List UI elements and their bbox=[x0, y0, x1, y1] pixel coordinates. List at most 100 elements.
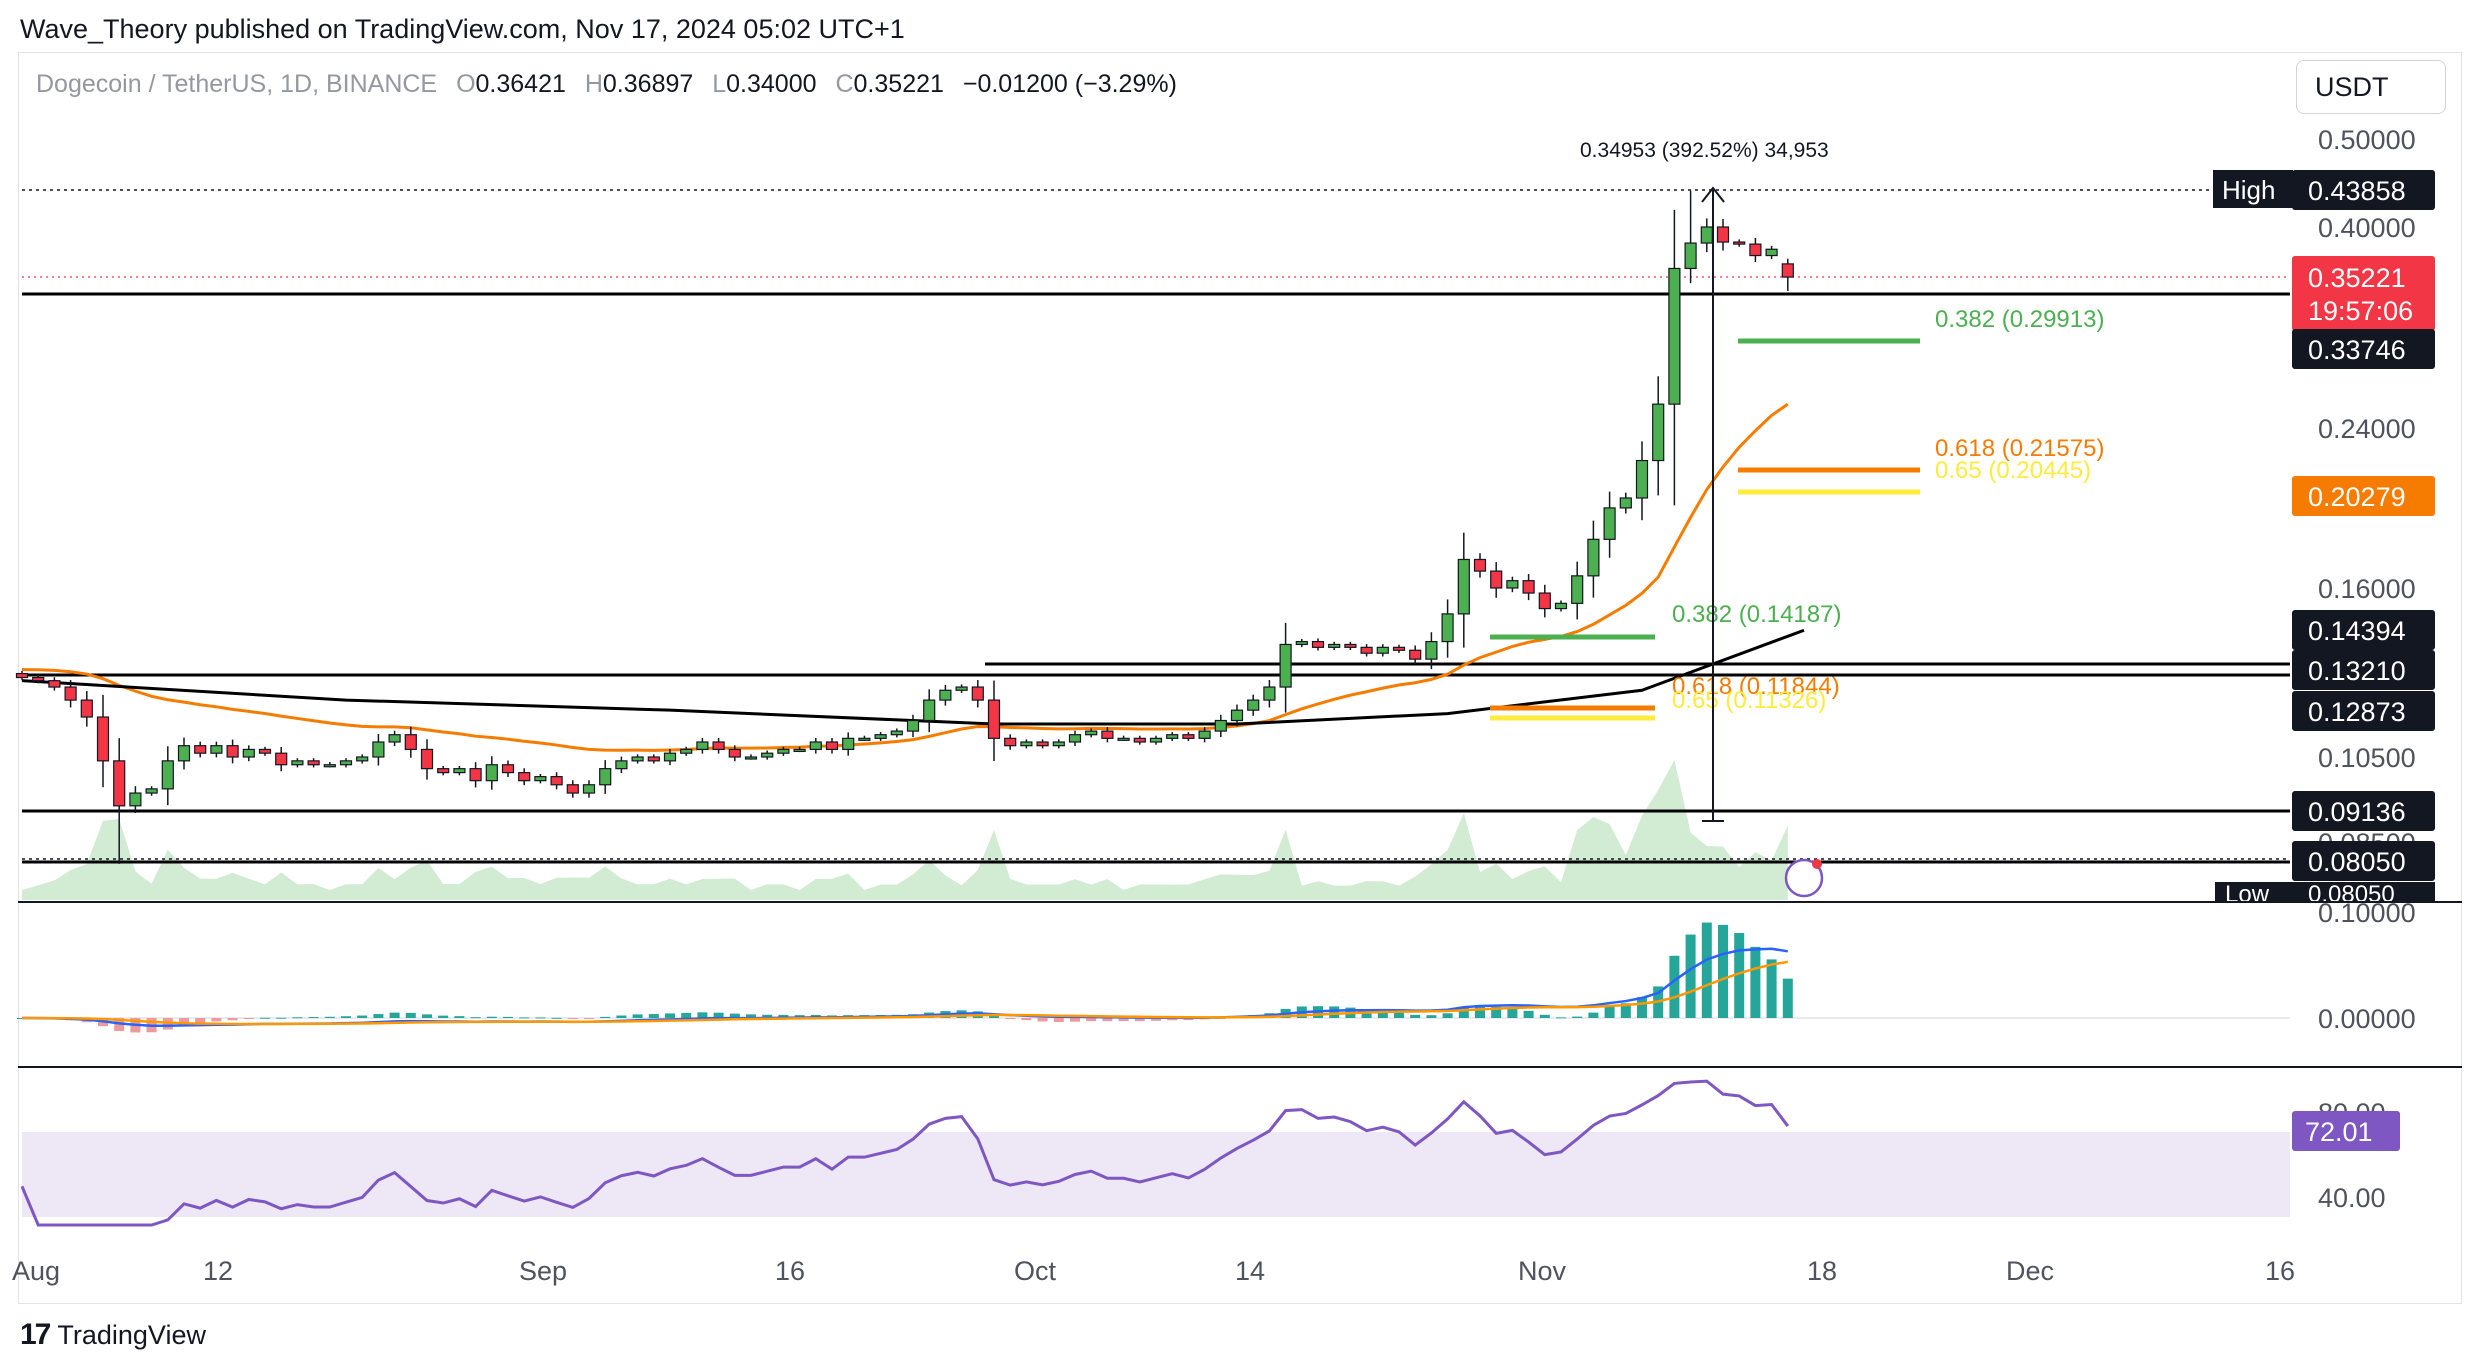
time-tick: 16 bbox=[775, 1256, 805, 1286]
macd-histogram-bar bbox=[1669, 955, 1680, 1018]
candle-body bbox=[113, 760, 126, 807]
candle-body bbox=[615, 760, 628, 770]
candle-body bbox=[534, 776, 547, 782]
candle-body bbox=[1214, 719, 1227, 732]
candle-body bbox=[1166, 734, 1179, 739]
candle-body bbox=[307, 760, 320, 766]
candle-body bbox=[323, 764, 336, 768]
time-tick: Sep bbox=[519, 1256, 567, 1286]
current-price-tag: 0.35221 bbox=[2308, 263, 2406, 293]
candle-body bbox=[1587, 538, 1600, 577]
candle-body bbox=[96, 716, 110, 762]
high-tag-label: High bbox=[2222, 175, 2275, 205]
candle-body bbox=[177, 745, 191, 762]
candle-body bbox=[1295, 640, 1308, 646]
macd-histogram-bar bbox=[195, 1018, 206, 1024]
candle-body bbox=[825, 741, 839, 751]
candle-body bbox=[1409, 649, 1422, 660]
rsi-line bbox=[20, 1079, 1789, 1227]
macd-histogram-bar bbox=[1718, 924, 1728, 1018]
macd-histogram-bar bbox=[632, 1014, 643, 1018]
macd-histogram-bar bbox=[470, 1017, 481, 1019]
currency-button[interactable]: USDT bbox=[2296, 60, 2446, 114]
macd-line bbox=[21, 947, 1788, 1028]
macd-histogram-bar bbox=[373, 1014, 384, 1018]
candle-body bbox=[356, 756, 369, 762]
macd-histogram-bar bbox=[454, 1016, 465, 1018]
fib-lower-382-label: 0.382 (0.14187) bbox=[1672, 601, 1841, 628]
macd-histogram-bar bbox=[1102, 1018, 1113, 1022]
macd-histogram-bar bbox=[729, 1013, 740, 1018]
ema-slow-line bbox=[21, 628, 1805, 726]
macd-histogram-bar bbox=[1329, 1006, 1340, 1018]
macd-histogram-bar bbox=[1037, 1018, 1048, 1022]
candle-body bbox=[858, 737, 871, 741]
high-value: 0.36897 bbox=[602, 70, 694, 98]
macd-histogram-bar bbox=[486, 1016, 497, 1018]
measure-arrow-head bbox=[1701, 186, 1725, 203]
macd-tick: 0.00000 bbox=[2318, 1004, 2416, 1034]
macd-histogram-bar bbox=[405, 1012, 416, 1018]
candle-body bbox=[1700, 226, 1713, 244]
macd-histogram-bar bbox=[1507, 1008, 1518, 1018]
candle-body bbox=[1473, 558, 1487, 572]
candle-body bbox=[129, 792, 142, 807]
price-tick: 0.50000 bbox=[2318, 125, 2416, 155]
macd-histogram-bar bbox=[1361, 1009, 1372, 1018]
macd-histogram-bar bbox=[551, 1017, 562, 1019]
candle-body bbox=[712, 741, 725, 751]
candle-body bbox=[987, 699, 1001, 739]
open-label: O bbox=[456, 70, 476, 98]
candle-body bbox=[1635, 459, 1649, 499]
candle-body bbox=[420, 748, 434, 770]
signal-line bbox=[21, 960, 1789, 1026]
macd-histogram-bar bbox=[1377, 1010, 1388, 1018]
candle-body bbox=[1360, 646, 1373, 654]
tradingview-brand[interactable]: 17 TradingView bbox=[20, 1318, 206, 1352]
macd-histogram-bar bbox=[762, 1014, 773, 1018]
macd-histogram-bar bbox=[1572, 1016, 1583, 1018]
candle-body bbox=[1036, 741, 1049, 747]
candle-body bbox=[1085, 730, 1098, 736]
candle-body bbox=[48, 680, 61, 688]
candle-body bbox=[939, 689, 952, 701]
candle-body bbox=[1020, 741, 1033, 747]
price-axis: 0.500000.400000.240000.160000.105000.085… bbox=[18, 125, 2462, 1068]
macd-histogram-bar bbox=[1134, 1018, 1145, 1022]
candle-body bbox=[226, 745, 239, 758]
macd-histogram-bar bbox=[600, 1016, 611, 1018]
candle-body bbox=[550, 776, 563, 786]
moving-averages bbox=[21, 402, 1805, 752]
ema-price-tag: 0.20279 bbox=[2308, 482, 2406, 512]
macd-histogram-bar bbox=[227, 1018, 238, 1021]
level-tag-3-bg bbox=[2292, 650, 2435, 690]
fib-upper-65-label: 0.65 (0.20445) bbox=[1935, 457, 2091, 484]
macd-histogram-bar bbox=[276, 1017, 287, 1019]
candle-body bbox=[1571, 575, 1584, 604]
candle-body bbox=[1133, 737, 1146, 743]
candle-body bbox=[1781, 263, 1794, 278]
fib-lower-65-label: 0.65 (0.11326) bbox=[1672, 687, 1826, 714]
price-tick: 0.16000 bbox=[2318, 574, 2416, 604]
candle-body bbox=[1198, 730, 1211, 739]
macd-histogram-bar bbox=[503, 1016, 513, 1018]
candle-body bbox=[906, 719, 920, 732]
candle-body bbox=[485, 764, 498, 782]
macd-histogram-bar bbox=[713, 1012, 724, 1018]
candles bbox=[15, 190, 1794, 864]
candle-body bbox=[842, 737, 855, 751]
candle-body bbox=[1652, 403, 1665, 462]
macd-histogram-bar bbox=[1701, 922, 1712, 1018]
candle-body bbox=[874, 734, 887, 739]
alert-icon bbox=[1784, 858, 1824, 898]
price-tick: 0.40000 bbox=[2318, 213, 2416, 243]
symbol-name: Dogecoin / TetherUS, 1D, BINANCE bbox=[36, 70, 438, 98]
candle-body bbox=[145, 788, 158, 794]
candle-body bbox=[388, 734, 401, 743]
candle-body bbox=[469, 768, 482, 782]
candle-body bbox=[32, 676, 45, 682]
candle-body bbox=[1603, 507, 1616, 540]
candle-body bbox=[1328, 643, 1341, 648]
current-price-tag-bg bbox=[2292, 256, 2435, 331]
